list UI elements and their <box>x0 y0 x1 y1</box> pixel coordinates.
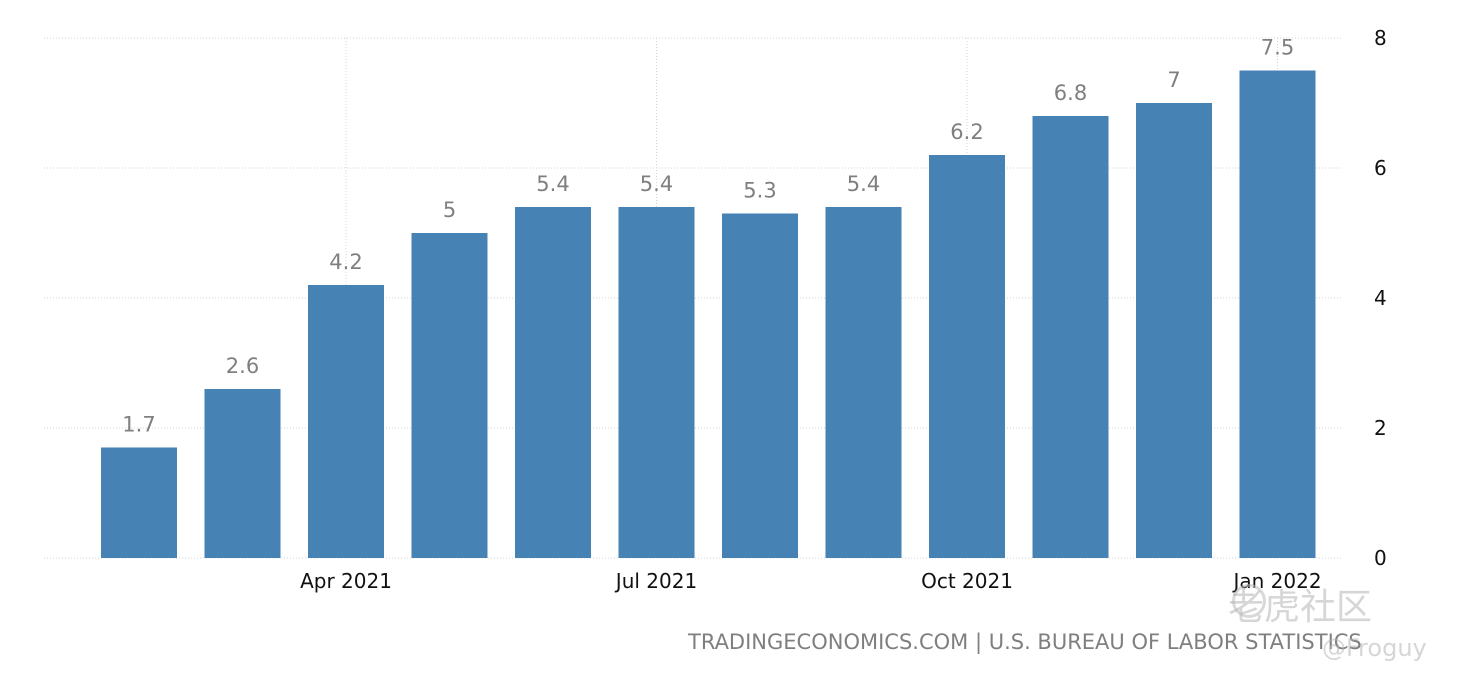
bar-value-label: 1.7 <box>122 413 155 437</box>
bar-value-label: 2.6 <box>226 354 259 378</box>
watermark-logo-text: 老虎社区 <box>1228 587 1373 628</box>
bar-value-label: 6.2 <box>950 120 983 144</box>
bar <box>515 207 591 558</box>
bar <box>929 155 1005 558</box>
bar-value-label: 5.4 <box>536 172 569 196</box>
bar <box>722 213 798 558</box>
bar-value-label: 7.5 <box>1261 36 1294 60</box>
y-tick-label: 8 <box>1374 26 1387 50</box>
bar-value-label: 5.3 <box>743 179 776 203</box>
y-tick-label: 4 <box>1374 286 1387 310</box>
bar <box>204 389 281 558</box>
y-axis: 0 2 4 6 8 <box>1374 26 1387 570</box>
bar <box>411 233 488 558</box>
bar <box>101 447 177 558</box>
bar <box>618 207 695 558</box>
x-axis: Apr 2021 Jul 2021 Oct 2021 Jan 2022 <box>300 569 1321 593</box>
y-tick-label: 6 <box>1374 156 1387 180</box>
watermark-username: @Froguy <box>1322 634 1427 662</box>
bar <box>825 207 902 558</box>
bar <box>1032 116 1109 558</box>
bar-value-label: 5.4 <box>847 172 880 196</box>
bar-value-label: 5 <box>443 198 456 222</box>
y-tick-label: 0 <box>1374 546 1387 570</box>
x-tick-label: Jul 2021 <box>614 569 697 593</box>
bar-value-label: 5.4 <box>640 172 673 196</box>
x-tick-label: Oct 2021 <box>921 569 1013 593</box>
bar <box>308 285 384 558</box>
bar-value-label: 4.2 <box>329 250 362 274</box>
y-tick-label: 2 <box>1374 416 1387 440</box>
source-attribution: TRADINGECONOMICS.COM | U.S. BUREAU OF LA… <box>688 630 1362 654</box>
bar <box>1239 70 1316 558</box>
tiger-logo-icon <box>1232 584 1266 618</box>
bar <box>1136 103 1212 558</box>
bar-value-label: 7 <box>1167 68 1180 92</box>
x-tick-label: Apr 2021 <box>300 569 392 593</box>
bar-value-label: 6.8 <box>1054 81 1087 105</box>
value-labels: 1.7 2.6 4.2 5 5.4 5.4 5.3 5.4 6.2 6.8 7 7.5 <box>122 36 1294 437</box>
bars <box>101 70 1316 558</box>
